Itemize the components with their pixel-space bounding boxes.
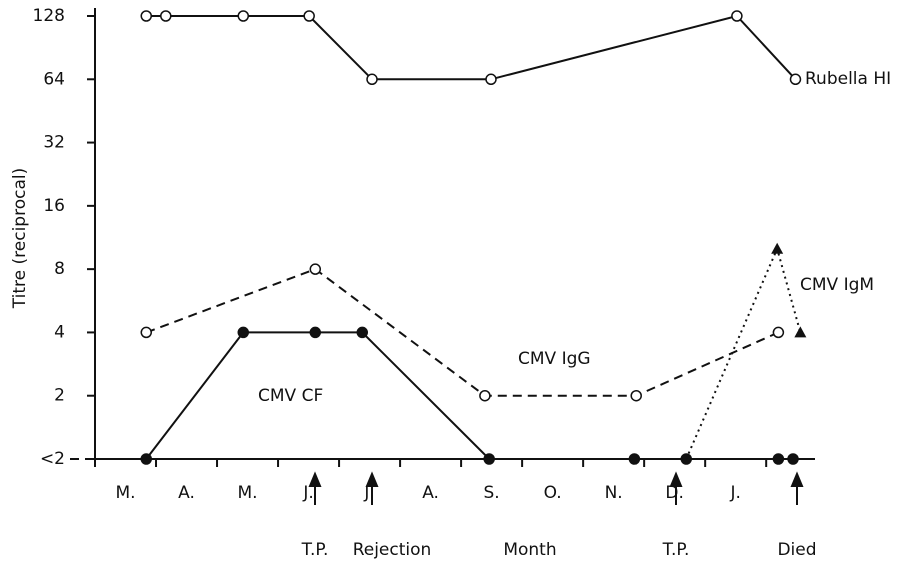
x-axis-label: Month <box>503 540 556 560</box>
point <box>479 389 491 402</box>
y-tick-label: 8 <box>54 259 65 279</box>
x-tick-label: J. <box>302 483 313 503</box>
point <box>237 326 250 339</box>
x-tick-label: M. <box>238 483 258 503</box>
series-label: CMV IgG <box>518 349 591 369</box>
point <box>772 326 785 339</box>
point <box>356 326 369 339</box>
y-tick-label: 64 <box>43 69 65 89</box>
point <box>309 263 322 275</box>
series-label: CMV CF <box>258 386 323 406</box>
x-tick-label: J. <box>729 483 740 503</box>
x-tick-label: M. <box>115 483 135 503</box>
x-tick-label: A. <box>178 483 195 503</box>
point <box>140 453 153 465</box>
annotation: T.P. <box>301 540 329 560</box>
point <box>160 10 172 22</box>
x-tick-label: J. <box>363 483 374 503</box>
point <box>772 453 785 465</box>
y-tick-label: 128 <box>33 6 65 26</box>
y-tick-label: 16 <box>43 196 65 216</box>
x-tick-label: D. <box>665 483 684 503</box>
y-axis-label: Titre (reciprocal) <box>10 168 30 309</box>
x-tick-label: S. <box>484 483 500 503</box>
point <box>794 326 807 338</box>
y-tick-label: 32 <box>43 133 65 153</box>
series-line <box>145 331 794 460</box>
y-tick-label: 4 <box>54 322 65 342</box>
point <box>483 453 495 465</box>
x-tick-label: A. <box>422 483 439 503</box>
point <box>237 10 250 22</box>
point <box>366 73 378 86</box>
y-tick-label: 2 <box>54 386 65 406</box>
y-tick-label: <2 <box>40 449 65 469</box>
point <box>630 389 642 402</box>
point <box>485 73 497 86</box>
annotation: Died <box>777 540 816 560</box>
x-tick-label: N. <box>605 483 623 503</box>
point <box>628 453 641 465</box>
point <box>771 242 784 254</box>
point <box>731 10 743 22</box>
point <box>140 10 153 22</box>
series-label: CMV IgM <box>800 275 874 295</box>
point <box>789 73 802 86</box>
annotation: Rejection <box>353 540 432 560</box>
point <box>140 326 153 339</box>
point <box>303 10 315 22</box>
annotation: T.P. <box>662 540 690 560</box>
point <box>787 453 799 465</box>
series-line <box>146 14 797 81</box>
x-tick-label: O. <box>544 483 562 503</box>
series-label: Rubella HI <box>805 69 891 89</box>
point <box>309 326 322 339</box>
series-line <box>685 245 802 460</box>
arrows <box>308 471 804 505</box>
